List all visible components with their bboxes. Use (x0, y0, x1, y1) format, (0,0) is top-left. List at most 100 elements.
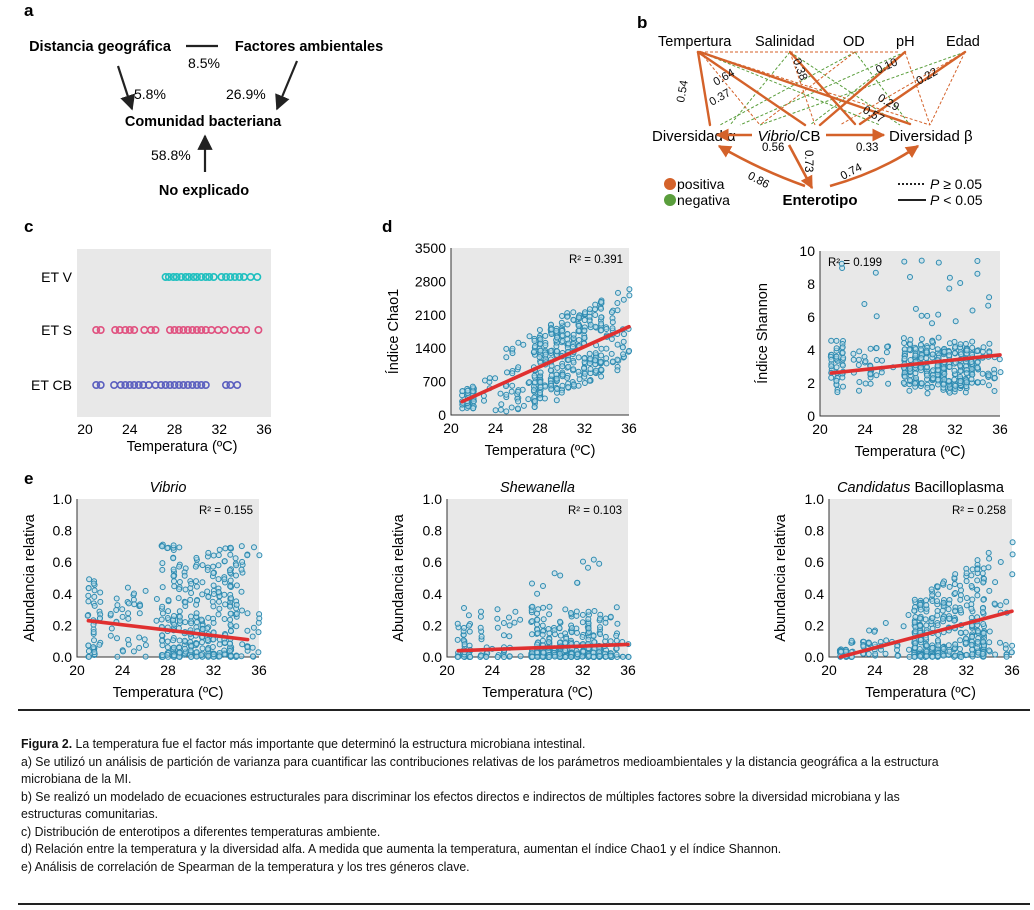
d-chao1-point-246 (608, 336, 615, 342)
e-vibrio-point-377 (216, 653, 223, 660)
e-vibrio-point-111 (210, 603, 217, 610)
e-vibrio-point-335 (215, 589, 222, 595)
figure-caption: Figura 2. La temperatura fue el factor m… (21, 735, 951, 875)
d-chao1-point-232 (531, 372, 538, 379)
e-vibrio-point-393 (205, 652, 212, 659)
c-point-et-cb-21 (201, 380, 210, 389)
e-shewanella-point-409 (529, 631, 535, 638)
e-shewanella-point-388 (597, 624, 603, 631)
d-shannon-point-415 (974, 348, 981, 355)
c-point-et-s-24 (242, 325, 251, 334)
e-candidatus-point-317 (923, 648, 930, 655)
e-vibrio-point-273 (170, 637, 177, 644)
c-point-et-s-1 (96, 325, 105, 334)
d-shannon-point-315 (907, 365, 913, 372)
e-candidatus-point-215 (974, 586, 980, 593)
e-shewanella-point-382 (557, 618, 563, 625)
e-candidatus-y-tick-4: 0.8 (805, 523, 825, 539)
c-point-et-cb-20 (197, 380, 206, 389)
c-point-et-v-10 (201, 272, 210, 281)
d-shannon-x-tick-4: 36 (992, 421, 1008, 437)
c-x-tick-0: 20 (77, 421, 93, 437)
d-shannon-point-377 (862, 380, 869, 387)
e-vibrio-point-340 (209, 598, 216, 605)
legend-negative-label: negativa (677, 192, 730, 208)
e-shewanella-point-155 (461, 641, 468, 648)
e-shewanella-title-italic: Shewanella (500, 480, 575, 496)
d-chao1-point-346 (486, 375, 493, 382)
node-beta-diversity: Diversidad β (889, 128, 973, 145)
positive-sig-paths (696, 50, 967, 127)
c-point-et-v-11 (205, 272, 214, 281)
e-candidatus-point-368 (952, 641, 959, 648)
e-shewanella-point-378 (625, 654, 632, 660)
d-chao1-point-266 (520, 402, 527, 409)
e-shewanella-point-161 (534, 616, 541, 623)
c-point-et-s-16 (192, 325, 201, 334)
e-candidatus-point-112 (957, 582, 963, 589)
c-point-et-v-13 (217, 272, 226, 281)
e-vibrio-point-297 (176, 613, 183, 620)
e-vibrio-y-axis-label: Abundancia relativa (22, 513, 38, 641)
e-vibrio-point-103 (227, 577, 234, 584)
e-vibrio-point-215 (90, 644, 97, 651)
e-vibrio-point-265 (227, 544, 234, 551)
d-chao1-point-23 (603, 360, 610, 367)
d-shannon-point-424 (924, 384, 931, 391)
e-vibrio-point-35 (227, 616, 234, 623)
d-shannon-point-190 (918, 336, 925, 343)
node-age: Edad (946, 34, 980, 50)
d-chao1-point-32 (620, 296, 627, 303)
e-vibrio-point-371 (210, 636, 217, 643)
d-shannon-point-379 (833, 337, 840, 344)
e-candidatus-point-410 (979, 609, 986, 616)
e-candidatus-y-tick-0: 0.0 (805, 649, 825, 665)
d-chao1-point-336 (548, 386, 555, 393)
e-candidatus-point-381 (968, 605, 975, 612)
e-candidatus-point-415 (952, 571, 959, 578)
d-shannon-y-tick-4: 8 (807, 276, 815, 292)
e-candidatus-point-256 (894, 652, 901, 659)
d-shannon-point-208 (969, 344, 976, 351)
d-chao1-y-tick-3: 2100 (415, 307, 446, 323)
e-vibrio-point-250 (188, 613, 194, 620)
e-candidatus-point-384 (860, 643, 867, 650)
d-chao1-point-9 (497, 406, 504, 413)
e-vibrio-point-424 (210, 651, 217, 658)
panel-b: b 0.54 0.64 0.37 0.38 0.10 0.22 0.29 0.5… (637, 13, 983, 209)
e-vibrio-point-280 (255, 629, 262, 636)
pct-geo: 5.8% (134, 86, 166, 102)
e-vibrio-point-366 (182, 619, 189, 626)
path-coefficients: 0.54 0.64 0.37 0.38 0.10 0.22 0.29 0.57 (675, 56, 940, 125)
panel-e-letter: e (24, 469, 33, 488)
e-candidatus-point-394 (939, 615, 946, 622)
e-vibrio-point-221 (250, 624, 257, 631)
c-point-et-cb-13 (166, 380, 175, 389)
panel-c-points (92, 272, 263, 389)
d-chao1-point-181 (525, 396, 532, 403)
d-shannon-point-266 (839, 362, 846, 369)
caption-title-bold: Figura 2. (21, 736, 73, 751)
d-shannon-point-346 (940, 365, 947, 372)
e-vibrio-point-429 (256, 615, 263, 622)
e-shewanella-point-390 (556, 650, 563, 657)
d-shannon-point-37 (962, 340, 969, 347)
e-vibrio-point-117 (210, 552, 217, 559)
arrow-vibrio-enterotype (787, 144, 814, 190)
d-shannon-point-309 (918, 355, 925, 362)
d-shannon-point-95 (979, 370, 986, 377)
d-chao1-point-371 (581, 334, 588, 341)
e-shewanella-fit-line (456, 642, 630, 653)
c-point-et-cb-5 (125, 380, 134, 389)
e-candidatus-point-425 (935, 642, 942, 649)
d-shannon-point-353 (929, 351, 936, 358)
e-vibrio-point-101 (153, 617, 160, 624)
e-shewanella-y-tick-2: 0.4 (423, 586, 443, 602)
e-vibrio-point-332 (119, 613, 126, 620)
c-point-et-v-8 (192, 272, 201, 281)
e-shewanella-point-160 (607, 638, 614, 645)
c-point-et-v-4 (177, 272, 186, 281)
e-vibrio-point-235 (176, 608, 183, 615)
d-chao1-point-378 (603, 345, 610, 352)
